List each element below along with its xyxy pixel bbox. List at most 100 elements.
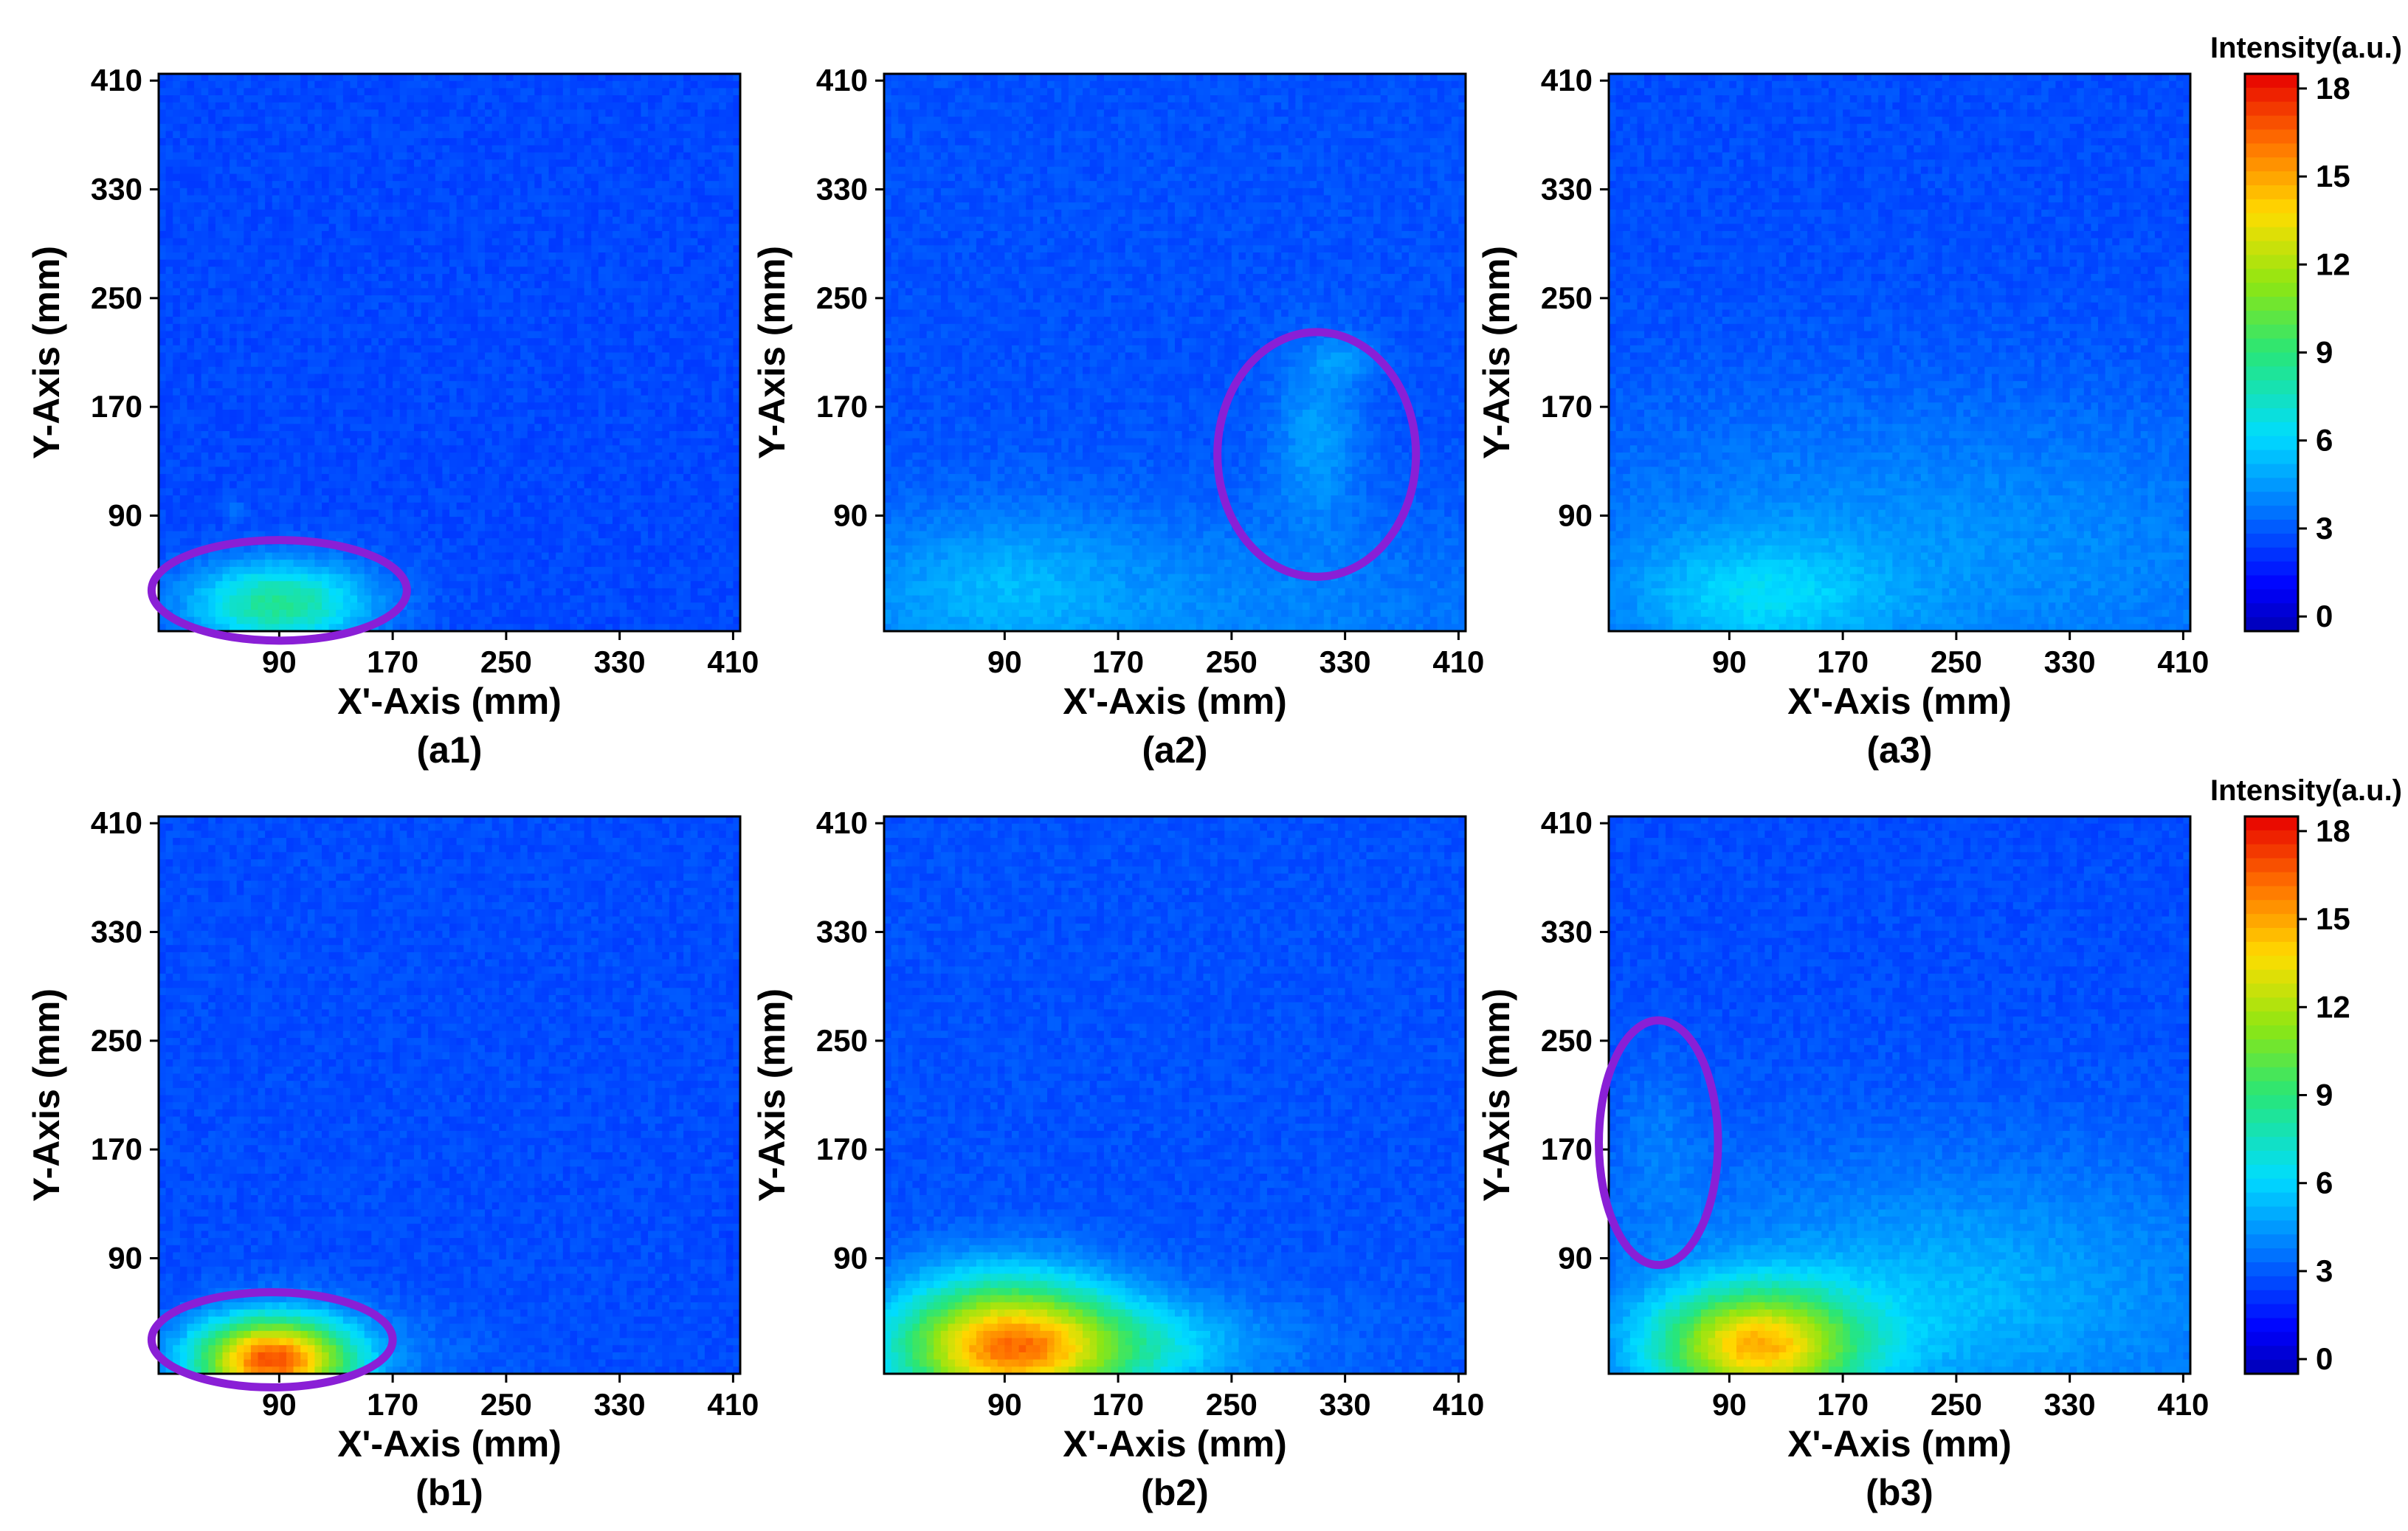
heatmap-cell: [534, 109, 542, 117]
heatmap-cell: [705, 88, 712, 95]
heatmap-cell: [350, 81, 357, 89]
heatmap-cell: [400, 124, 407, 131]
heatmap-cell: [244, 74, 251, 81]
heatmap-cell: [577, 109, 584, 117]
heatmap-cell: [230, 88, 237, 95]
heatmap-cell: [386, 95, 393, 103]
heatmap-cell: [308, 88, 315, 95]
heatmap-cell: [705, 131, 712, 138]
heatmap-cell: [705, 103, 712, 110]
heatmap-cell: [215, 95, 223, 103]
heatmap-cell: [371, 95, 379, 103]
heatmap-cell: [477, 131, 485, 138]
heatmap-cell: [549, 88, 556, 95]
heatmap-cell: [528, 88, 535, 95]
heatmap-cell: [705, 124, 712, 131]
heatmap-cell: [719, 117, 726, 124]
heatmap-cell: [159, 145, 166, 153]
heatmap-cell: [336, 117, 343, 124]
heatmap-cell: [620, 81, 627, 89]
heatmap-cell: [222, 145, 230, 153]
heatmap-cell: [655, 117, 663, 124]
heatmap-cell: [230, 124, 237, 131]
heatmap-cell: [258, 103, 266, 110]
heatmap-cell: [435, 95, 443, 103]
heatmap-cell: [421, 81, 429, 89]
heatmap-cell: [712, 88, 720, 95]
heatmap-cell: [712, 103, 720, 110]
heatmap-cell: [336, 103, 343, 110]
heatmap-cell: [520, 95, 528, 103]
heatmap-cell: [265, 74, 272, 81]
heatmap-cell: [492, 103, 500, 110]
heatmap-cell: [549, 109, 556, 117]
heatmap-cell: [705, 74, 712, 81]
heatmap-cell: [485, 131, 492, 138]
heatmap-cell: [577, 131, 584, 138]
heatmap-cell: [584, 103, 592, 110]
heatmap-cell: [308, 95, 315, 103]
heatmap-cell: [300, 124, 308, 131]
heatmap-cell: [286, 88, 294, 95]
heatmap-cell: [272, 95, 280, 103]
heatmap-cell: [620, 95, 627, 103]
heatmap-cell: [343, 74, 351, 81]
heatmap-cell: [230, 95, 237, 103]
heatmap-cell: [215, 81, 223, 89]
heatmap-cell: [379, 109, 386, 117]
heatmap-cell: [244, 95, 251, 103]
heatmap-cell: [300, 103, 308, 110]
heatmap-cell: [393, 131, 400, 138]
heatmap-cell: [477, 74, 485, 81]
heatmap-cell: [513, 95, 520, 103]
heatmap-cell: [463, 95, 471, 103]
heatmap-cell: [457, 88, 464, 95]
heatmap-cell: [230, 74, 237, 81]
heatmap-cell: [322, 131, 329, 138]
heatmap-cell: [201, 103, 209, 110]
heatmap-cell: [549, 74, 556, 81]
heatmap-cell: [251, 74, 258, 81]
heatmap-cell: [393, 138, 400, 145]
heatmap-cell: [180, 117, 187, 124]
heatmap-cell: [697, 74, 705, 81]
heatmap-cell: [605, 95, 613, 103]
heatmap-cell: [528, 103, 535, 110]
heatmap-cell: [499, 138, 506, 145]
heatmap-cell: [662, 95, 669, 103]
heatmap-cell: [322, 81, 329, 89]
heatmap-cell: [322, 109, 329, 117]
heatmap-cell: [683, 124, 691, 131]
heatmap-cell: [308, 138, 315, 145]
heatmap-cell: [300, 95, 308, 103]
heatmap-cell: [669, 131, 677, 138]
heatmap-cell: [613, 117, 620, 124]
heatmap-cell: [166, 138, 173, 145]
heatmap-cell: [180, 81, 187, 89]
heatmap-cell: [591, 74, 598, 81]
heatmap-cell: [265, 95, 272, 103]
heatmap-cell: [591, 81, 598, 89]
heatmap-cell: [613, 124, 620, 131]
heatmap-cell: [343, 88, 351, 95]
heatmap-cell: [570, 95, 577, 103]
heatmap-cell: [627, 81, 634, 89]
heatmap-cell: [577, 103, 584, 110]
heatmap-cell: [208, 95, 215, 103]
heatmap-cell: [528, 74, 535, 81]
heatmap-cell: [563, 103, 570, 110]
heatmap-cell: [492, 117, 500, 124]
heatmap-cell: [400, 81, 407, 89]
heatmap-cell: [697, 131, 705, 138]
heatmap-cell: [471, 117, 478, 124]
heatmap-cell: [272, 74, 280, 81]
heatmap-cell: [627, 103, 634, 110]
heatmap-cell: [215, 131, 223, 138]
heatmap-cell: [471, 88, 478, 95]
heatmap-cell: [634, 138, 641, 145]
heatmap-cell: [201, 138, 209, 145]
heatmap-cell: [336, 88, 343, 95]
heatmap-cell: [449, 124, 457, 131]
heatmap-cell: [379, 103, 386, 110]
heatmap-cell: [697, 88, 705, 95]
